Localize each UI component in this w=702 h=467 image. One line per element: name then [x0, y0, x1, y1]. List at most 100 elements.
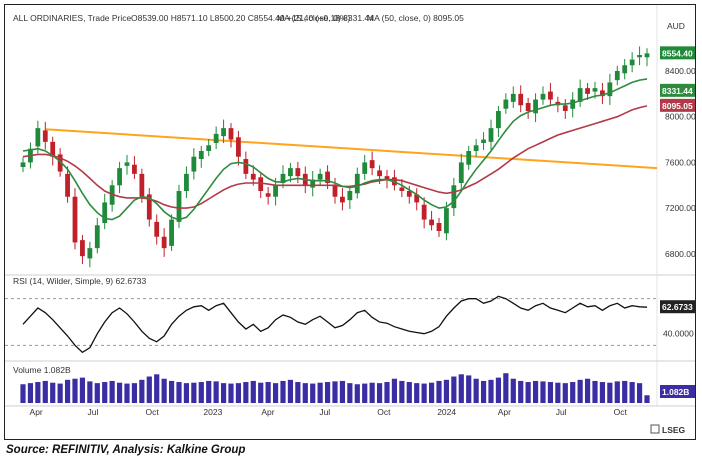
candle-body [288, 168, 293, 177]
candle-body [280, 173, 286, 183]
symbol-label: ALL ORDINARIES, Trade Price [13, 13, 132, 23]
candle-body [592, 88, 598, 92]
price-tag-label: 8554.40 [662, 48, 693, 58]
volume-bar [473, 378, 479, 403]
volume-bar [607, 382, 613, 403]
candle-body [570, 99, 576, 109]
volume-bar [495, 377, 502, 403]
volume-bar [272, 383, 279, 403]
volume-bar [332, 381, 338, 403]
candle-body [50, 141, 56, 157]
candle-body [42, 130, 48, 142]
candle-body [228, 128, 234, 140]
candle-body [332, 185, 338, 197]
volume-bar [436, 380, 442, 403]
candle-body [94, 225, 100, 249]
volume-bar [191, 382, 197, 403]
candle-body [124, 162, 130, 166]
volume-bar [570, 382, 576, 403]
volume-bar [265, 382, 271, 403]
volume-bar [176, 382, 182, 403]
candle-body [377, 170, 382, 177]
candle-body [496, 111, 501, 129]
ma50-line [22, 105, 648, 209]
x-tick-label: Jul [88, 407, 99, 417]
volume-bar [87, 381, 93, 403]
chart-frame: 8400.00 8000.00 7600.00 7200.00 6800.00 8554.… [4, 4, 696, 440]
x-tick-label: Jul [556, 407, 567, 417]
candle-body [340, 196, 345, 203]
rsi-tag-label: 62.6733 [662, 302, 693, 312]
volume-bar [154, 374, 160, 403]
candle-body [436, 223, 442, 231]
volume-bar [443, 379, 450, 403]
volume-bar [27, 383, 34, 403]
x-tick-label: Oct [145, 407, 159, 417]
candle-body [117, 168, 122, 186]
volume-bar [547, 382, 554, 403]
price-tag: 8554.40 [660, 46, 695, 60]
candle-body [488, 128, 494, 142]
volume-bar [72, 378, 78, 403]
volume-bar [339, 380, 346, 403]
source-caption: Source: REFINITIV, Analysis: Kalkine Gro… [6, 444, 246, 456]
brand-label: LSEG [662, 425, 686, 435]
candle-body [466, 151, 472, 165]
volume-bar [161, 378, 167, 403]
candle-body [384, 176, 390, 180]
candle-body [258, 177, 264, 191]
candle-body [154, 221, 160, 237]
ohlc-readout: O8539.00 H8571.10 L8500.20 C8554.40 +15.… [131, 13, 350, 23]
volume-bar [480, 380, 487, 403]
candle-body [347, 191, 353, 201]
candle-body [102, 202, 108, 223]
candle-body [273, 185, 278, 197]
volume-bar [399, 380, 405, 403]
x-tick-label: Apr [30, 407, 43, 417]
volume-bar [102, 382, 108, 403]
x-tick-label: Oct [614, 407, 628, 417]
volume-bar [146, 376, 152, 403]
candle-body [510, 93, 516, 102]
volume-bar [622, 380, 628, 403]
volume-bar [614, 381, 620, 403]
volume-bar [510, 378, 516, 403]
candle-body [518, 93, 524, 106]
volume-bar [42, 380, 48, 403]
price-tick-label: 7200.00 [665, 203, 695, 213]
volume-bar [280, 380, 286, 403]
candle-body [585, 88, 590, 94]
volume-bar [599, 382, 606, 403]
candle-body [421, 204, 427, 220]
price-tag-bg [660, 98, 695, 112]
volume-bar [317, 382, 323, 403]
volume-bar [451, 376, 457, 403]
volume-bar [324, 382, 331, 403]
volume-bar [183, 383, 190, 403]
volume-bar [555, 382, 561, 403]
volume-bar [525, 382, 531, 403]
volume-bar [79, 377, 86, 403]
candle-body [161, 236, 167, 249]
volume-tag-label: 1.082B [662, 387, 689, 397]
candle-body [451, 185, 457, 209]
rsi-legend: RSI (14, Wilder, Simple, 9) 62.6733 [13, 276, 147, 286]
candle-body [243, 159, 249, 174]
volume-bar [466, 375, 472, 403]
price-tag-label: 8095.05 [662, 101, 693, 111]
candle-body [637, 55, 642, 58]
candle-body [429, 219, 434, 226]
volume-bar [629, 382, 635, 403]
volume-bar [384, 382, 390, 403]
volume-panel: 1.082B [5, 373, 695, 407]
volume-bar [421, 383, 427, 403]
volume-bar [139, 379, 145, 403]
candle-body [80, 240, 85, 257]
price-tick-label: 8000.00 [665, 112, 695, 122]
volume-bar [488, 379, 494, 403]
x-tick-label: Apr [261, 407, 274, 417]
volume-bar [584, 378, 591, 403]
candle-body [87, 248, 93, 259]
x-tick-label: 2023 [203, 407, 222, 417]
candle-body [614, 71, 620, 81]
